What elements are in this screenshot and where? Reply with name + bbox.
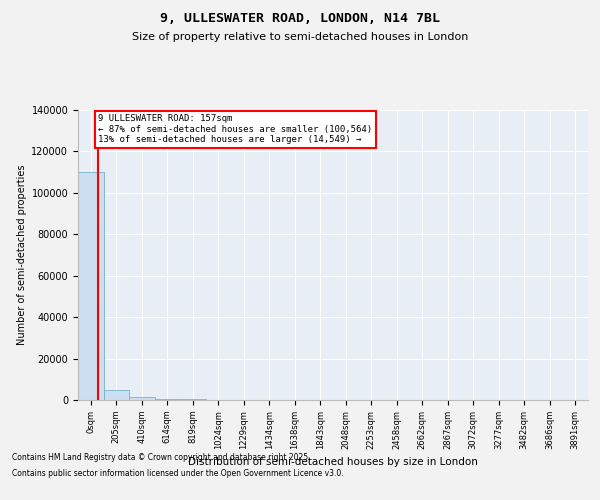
Y-axis label: Number of semi-detached properties: Number of semi-detached properties [17, 165, 27, 345]
Bar [129, 397, 155, 400]
Text: 9, ULLESWATER ROAD, LONDON, N14 7BL: 9, ULLESWATER ROAD, LONDON, N14 7BL [160, 12, 440, 26]
Bar [78, 172, 104, 400]
Text: Contains public sector information licensed under the Open Government Licence v3: Contains public sector information licen… [12, 468, 344, 477]
Text: Contains HM Land Registry data © Crown copyright and database right 2025.: Contains HM Land Registry data © Crown c… [12, 454, 311, 462]
Bar [104, 390, 129, 400]
X-axis label: Distribution of semi-detached houses by size in London: Distribution of semi-detached houses by … [188, 458, 478, 468]
Bar [155, 398, 180, 400]
Text: 9 ULLESWATER ROAD: 157sqm
← 87% of semi-detached houses are smaller (100,564)
13: 9 ULLESWATER ROAD: 157sqm ← 87% of semi-… [98, 114, 373, 144]
Text: Size of property relative to semi-detached houses in London: Size of property relative to semi-detach… [132, 32, 468, 42]
